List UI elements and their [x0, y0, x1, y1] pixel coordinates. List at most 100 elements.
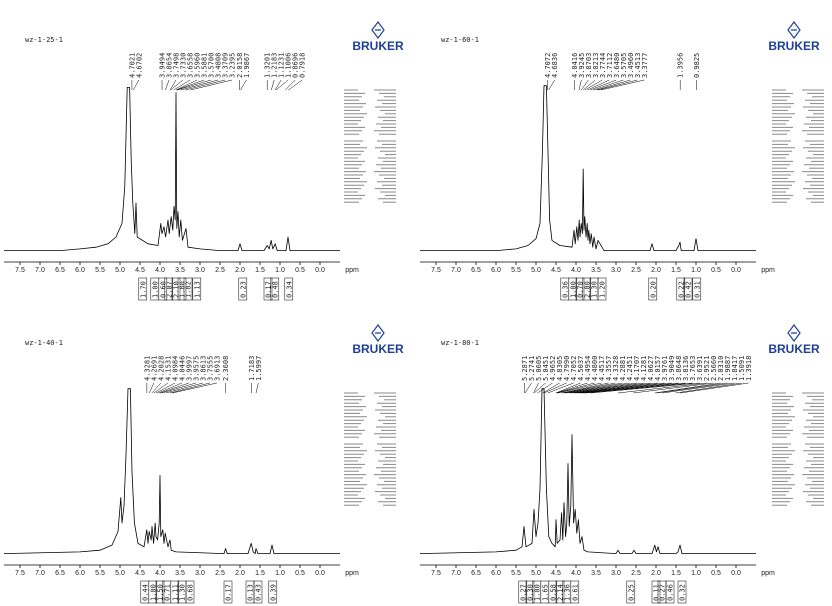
integral-label: 0.34: [285, 281, 293, 298]
integral-box: [648, 277, 658, 301]
integral-box: [164, 277, 174, 301]
peak-label: 0.9825: [693, 53, 701, 78]
x-tick-label: 5.0: [115, 267, 125, 274]
sample-title: wz-1-80-1: [441, 339, 479, 347]
x-axis-label: ppm: [761, 267, 775, 274]
logo: BRUKER: [352, 342, 404, 356]
integral-label: 0.71: [163, 584, 171, 601]
peak-label: 4.8305: [556, 356, 564, 381]
peak-label: 3.7555: [206, 356, 214, 381]
x-tick-label: 4.5: [135, 267, 145, 274]
integral-box: [525, 580, 535, 604]
integral-box: [570, 580, 580, 604]
x-tick-label: 1.0: [691, 267, 701, 274]
peak-leader: [176, 79, 205, 91]
peak-leader: [579, 382, 672, 394]
peak-label: 1.7183: [248, 356, 256, 381]
peak-leader: [654, 382, 721, 394]
integral-label: 2.10: [173, 281, 181, 298]
peak-leader: [557, 382, 602, 394]
peak-label: 3.5700: [208, 53, 216, 78]
x-tick-label: 1.5: [671, 570, 681, 577]
integral-label: 1.20: [599, 281, 607, 298]
x-tick-label: 2.5: [631, 267, 641, 274]
peak-label: 3.2395: [229, 53, 237, 78]
integral-label: 0.68: [187, 584, 195, 601]
integral-label: 1.11: [171, 584, 179, 601]
integral-box: [138, 277, 148, 301]
x-tick-label: 4.0: [571, 267, 581, 274]
x-tick-label: 6.5: [471, 267, 481, 274]
peak-label: 3.3709: [222, 53, 230, 78]
x-tick-label: 7.5: [431, 570, 441, 577]
peak-label: 4.7072: [544, 53, 552, 78]
peak-leader: [578, 79, 582, 91]
peak-label: 4.4517: [598, 356, 606, 381]
peak-leader: [556, 382, 588, 394]
peak-label: 4.7990: [563, 356, 571, 381]
peak-label: 4.1531: [164, 356, 172, 381]
peak-leader: [285, 79, 296, 91]
peak-leader: [158, 382, 182, 394]
integral-label: 0.36: [561, 281, 569, 298]
x-tick-label: 7.5: [15, 267, 25, 274]
peak-leader: [573, 382, 651, 394]
integral-box: [155, 580, 165, 604]
x-tick-label: 3.5: [591, 570, 601, 577]
logo: BRUKER: [768, 39, 820, 53]
peak-label: 4.3557: [605, 356, 613, 381]
integral-box: [192, 277, 202, 301]
integral-label: 1.00: [149, 584, 157, 601]
peak-leader: [569, 382, 637, 394]
peak-label: 1.5091: [738, 356, 746, 381]
peak-leader: [255, 382, 259, 394]
peak-label: 2.5660: [710, 356, 718, 381]
peak-leader: [597, 79, 638, 91]
integral-label: 2.14: [557, 584, 565, 601]
integral-box: [676, 277, 686, 301]
peak-label: 5.2741: [528, 356, 536, 381]
peak-label: 3.4808: [215, 53, 223, 78]
peak-leader: [180, 79, 219, 91]
x-tick-label: 0.5: [711, 570, 721, 577]
peak-label: 4.0157: [654, 356, 662, 381]
peak-label: 4.0416: [571, 53, 579, 78]
peak-label: 3.7112: [606, 53, 614, 78]
peak-label: 2.0158: [236, 53, 244, 78]
integral-box: [692, 277, 702, 301]
x-tick-label: 1.0: [275, 267, 285, 274]
peak-label: 1.3918: [745, 356, 753, 381]
peak-leader: [581, 382, 679, 394]
peak-label: 3.7498: [173, 53, 181, 78]
integral-box: [555, 580, 565, 604]
integral-label: 0.27: [659, 584, 667, 601]
integral-label: 2.00: [583, 281, 591, 298]
peak-label: 4.1281: [640, 356, 648, 381]
peak-label: 3.8703: [585, 53, 593, 78]
x-tick-label: 6.0: [75, 570, 85, 577]
x-tick-label: 3.5: [591, 267, 601, 274]
peak-label: 1.9867: [243, 53, 251, 78]
peak-leader: [542, 382, 560, 394]
peak-leader: [590, 382, 700, 394]
peak-label: 4.5037: [577, 356, 585, 381]
spectrum-line: [419, 388, 756, 554]
peak-label: 2.0310: [717, 356, 725, 381]
integral-label: 0.44: [141, 584, 149, 601]
peak-leader: [675, 382, 742, 394]
integral-box: [548, 580, 558, 604]
peak-leader: [169, 79, 177, 91]
integral-box: [575, 277, 585, 301]
x-tick-label: 5.5: [511, 570, 521, 577]
integral-label: 0.42: [685, 281, 693, 298]
peak-label: 5.0451: [542, 356, 550, 381]
integral-label: 0.32: [679, 584, 687, 601]
x-tick-label: 5.5: [95, 570, 105, 577]
spectrum-line: [4, 87, 340, 251]
x-tick-label: 2.5: [631, 570, 641, 577]
peak-leader: [576, 382, 665, 394]
x-tick-label: 1.0: [275, 570, 285, 577]
peak-label: 4.7021: [128, 53, 136, 78]
peak-leader: [575, 382, 658, 394]
